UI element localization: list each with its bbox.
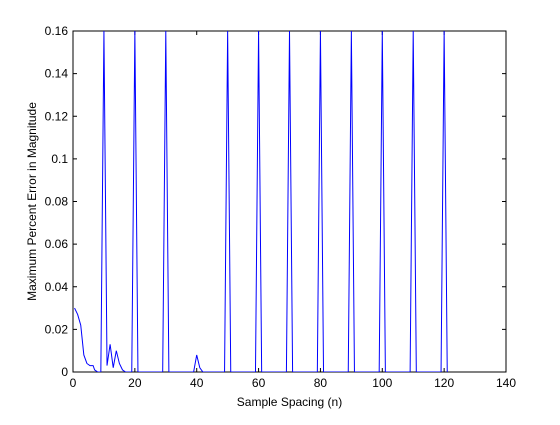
x-tick-label: 60 <box>252 376 266 390</box>
y-tick-label: 0.12 <box>45 109 69 123</box>
x-axis-label: Sample Spacing (n) <box>237 395 342 409</box>
tick-labels: 0 20 40 60 80 100 120 140 0 0.02 0.04 0.06 0.08 0.1 0.… <box>45 24 517 390</box>
y-tick-label: 0.04 <box>45 280 69 294</box>
x-tick-label: 120 <box>434 376 454 390</box>
x-tick-label: 80 <box>314 376 328 390</box>
y-tick-label: 0.1 <box>51 152 68 166</box>
y-axis-label: Maximum Percent Error in Magnitude <box>25 102 39 301</box>
x-tick-label: 0 <box>70 376 77 390</box>
plot-area <box>72 30 507 373</box>
series-line <box>74 31 448 372</box>
y-tick-label: 0.08 <box>45 195 69 209</box>
x-tick-label: 20 <box>128 376 142 390</box>
y-tick-label: 0 <box>61 365 68 379</box>
x-tick-label: 100 <box>372 376 392 390</box>
y-tick-label: 0.02 <box>45 322 69 336</box>
x-tick-label: 40 <box>190 376 204 390</box>
y-tick-label: 0.16 <box>45 24 69 38</box>
y-tick-label: 0.14 <box>45 67 69 81</box>
x-tick-label: 140 <box>496 376 516 390</box>
y-tick-label: 0.06 <box>45 237 69 251</box>
